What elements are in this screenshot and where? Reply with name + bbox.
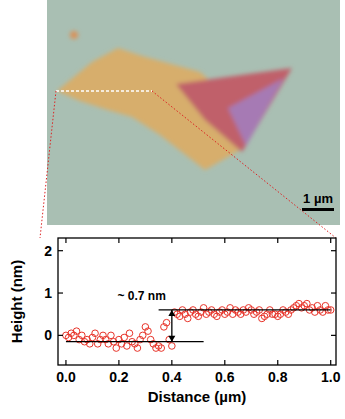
y-tick-label: 0 bbox=[44, 327, 52, 343]
x-tick bbox=[171, 360, 172, 365]
data-point bbox=[108, 332, 115, 339]
data-point bbox=[184, 315, 191, 322]
y-tick-right bbox=[331, 250, 336, 251]
connector-left bbox=[40, 91, 56, 238]
x-tick-label: 0.0 bbox=[56, 369, 76, 385]
figure: 1 µm ~ 0.7 nm 0.0 0.2 0.4 0.6 0.8 1.0 0 1 2 Distanc… bbox=[0, 0, 345, 419]
micrograph-background bbox=[47, 0, 340, 225]
arrow-head bbox=[168, 336, 175, 342]
x-tick-label: 1.0 bbox=[321, 369, 341, 385]
data-point bbox=[126, 330, 133, 337]
y-tick bbox=[58, 292, 63, 293]
x-tick bbox=[330, 360, 331, 365]
profile-line bbox=[56, 90, 152, 91]
micrograph: 1 µm bbox=[47, 0, 340, 225]
x-tick-top bbox=[277, 238, 278, 243]
x-axis-title: Distance (µm) bbox=[148, 388, 247, 405]
data-marks bbox=[63, 300, 334, 351]
scale-bar bbox=[302, 208, 334, 211]
x-tick bbox=[65, 360, 66, 365]
flake bbox=[57, 31, 292, 170]
x-tick bbox=[118, 360, 119, 365]
x-tick-top bbox=[330, 238, 331, 243]
plot-area bbox=[58, 238, 336, 365]
data-point bbox=[163, 319, 170, 326]
page: {"chart_data": {"type": "scatter", "xlab… bbox=[0, 0, 345, 419]
y-tick-right bbox=[331, 292, 336, 293]
annotation: ~ 0.7 nm bbox=[117, 289, 165, 303]
data-point bbox=[134, 345, 141, 352]
y-tick-label: 1 bbox=[44, 285, 52, 301]
flake-thicker bbox=[228, 78, 284, 146]
chart: ~ 0.7 nm 0.0 0.2 0.4 0.6 0.8 1.0 0 1 2 Distance (µ… bbox=[8, 238, 341, 405]
flake-dot bbox=[70, 31, 78, 39]
x-tick-label: 0.4 bbox=[162, 369, 182, 385]
x-tick bbox=[224, 360, 225, 365]
step-level bbox=[159, 309, 331, 310]
x-tick-label: 0.2 bbox=[109, 369, 129, 385]
y-axis-title: Height (nm) bbox=[8, 260, 25, 343]
step-arrow bbox=[168, 310, 175, 342]
data-point bbox=[158, 345, 165, 352]
data-point bbox=[92, 330, 99, 337]
x-tick-label: 0.8 bbox=[268, 369, 288, 385]
plot-frame bbox=[58, 238, 336, 365]
flake-thick bbox=[176, 68, 292, 152]
arrow-head bbox=[168, 310, 175, 316]
x-tick-top bbox=[224, 238, 225, 243]
y-tick bbox=[58, 335, 63, 336]
y-tick-label: 2 bbox=[44, 243, 52, 259]
x-tick bbox=[277, 360, 278, 365]
connector-right bbox=[152, 91, 336, 238]
x-tick-label: 0.6 bbox=[215, 369, 235, 385]
x-tick-top bbox=[65, 238, 66, 243]
y-tick bbox=[58, 250, 63, 251]
step-level bbox=[66, 341, 204, 342]
scale-bar-label: 1 µm bbox=[303, 191, 333, 206]
x-tick-top bbox=[171, 238, 172, 243]
data-point bbox=[169, 343, 176, 350]
x-tick-top bbox=[118, 238, 119, 243]
y-tick-right bbox=[331, 335, 336, 336]
data-point bbox=[145, 328, 152, 335]
figure-svg: 1 µm ~ 0.7 nm 0.0 0.2 0.4 0.6 0.8 1.0 0 1 2 Distanc… bbox=[0, 0, 345, 419]
